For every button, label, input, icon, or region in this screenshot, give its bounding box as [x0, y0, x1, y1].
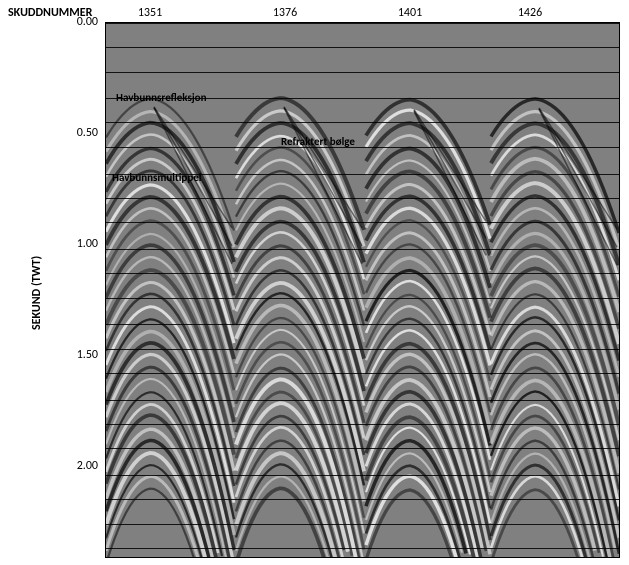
x-tick: 1351 [138, 6, 162, 20]
gridline [106, 373, 619, 374]
gridline [106, 524, 619, 525]
gridline [106, 349, 619, 350]
annotation-seabed_reflection: Havbunnsrefleksjon [116, 91, 207, 104]
gridline [106, 198, 619, 199]
gridline [106, 298, 619, 299]
x-tick: 1426 [518, 6, 542, 20]
gridline [106, 400, 619, 401]
gridline [106, 23, 619, 24]
gridline [106, 72, 619, 73]
gridline [106, 448, 619, 449]
gridline [106, 147, 619, 148]
y-tick: 0.00 [58, 15, 98, 29]
gridline [106, 324, 619, 325]
gridline [106, 424, 619, 425]
y-tick: 0.50 [58, 126, 98, 140]
gridline [106, 122, 619, 123]
annotation-seabed_multiple: Havbunnsmultippel [112, 171, 201, 184]
annotation-refracted_wave: Refraktert bølge [281, 135, 355, 148]
gridline [106, 249, 619, 250]
y-axis-label: SEKUND (TWT) [30, 256, 44, 330]
gridline [106, 273, 619, 274]
gridline [106, 47, 619, 48]
gridline [106, 475, 619, 476]
gridline [106, 548, 619, 549]
seismic-plot-area: Havbunnsrefleksjon Refraktert bølge Havbun… [105, 22, 620, 558]
y-tick: 1.50 [58, 348, 98, 362]
seismic-figure: SKUDDNUMMER SEKUND (TWT) 135113761401142… [0, 0, 629, 565]
y-tick: 1.00 [58, 237, 98, 251]
y-tick: 2.00 [58, 459, 98, 473]
x-tick: 1401 [398, 6, 422, 20]
gridline [106, 499, 619, 500]
gridline [106, 222, 619, 223]
x-tick: 1376 [273, 6, 297, 20]
